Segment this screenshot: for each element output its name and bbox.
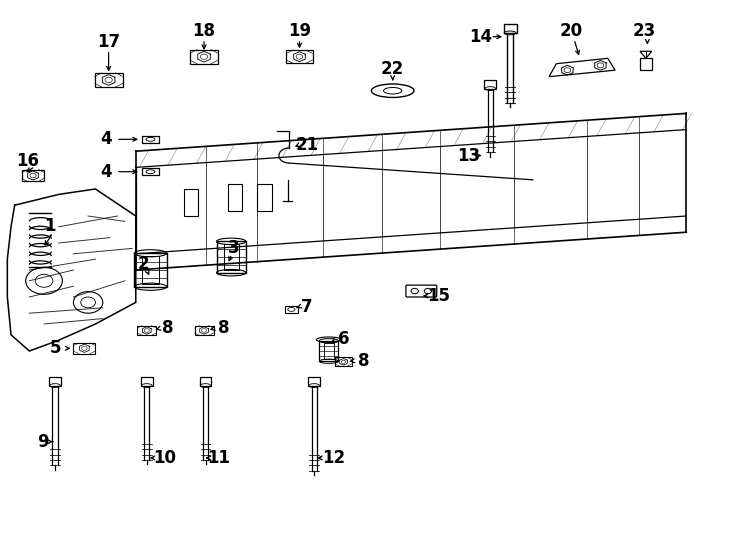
- Text: 23: 23: [633, 22, 656, 40]
- Bar: [142, 136, 159, 143]
- Text: 8: 8: [161, 319, 173, 338]
- Bar: [484, 80, 496, 89]
- Text: 22: 22: [381, 60, 404, 78]
- Text: 13: 13: [457, 146, 480, 165]
- Bar: [184, 189, 198, 216]
- Text: 8: 8: [357, 352, 369, 370]
- Text: 19: 19: [288, 22, 311, 40]
- Bar: [224, 244, 239, 270]
- Text: 20: 20: [559, 22, 583, 40]
- Text: 16: 16: [16, 152, 40, 170]
- Bar: [142, 168, 159, 175]
- Bar: [217, 241, 246, 273]
- Bar: [308, 377, 320, 386]
- Text: 4: 4: [101, 163, 112, 181]
- Bar: [134, 253, 167, 287]
- Bar: [286, 50, 313, 63]
- Text: 2: 2: [137, 254, 149, 273]
- Text: 14: 14: [469, 28, 493, 46]
- Bar: [141, 377, 153, 386]
- Bar: [142, 256, 159, 284]
- Bar: [257, 184, 272, 211]
- Text: 3: 3: [228, 239, 239, 258]
- Text: 6: 6: [338, 330, 349, 348]
- Text: 8: 8: [218, 319, 230, 338]
- Text: 10: 10: [153, 449, 177, 467]
- Text: 21: 21: [295, 136, 319, 154]
- Bar: [137, 326, 156, 335]
- Bar: [200, 377, 211, 386]
- Bar: [73, 343, 95, 354]
- Bar: [95, 73, 123, 87]
- Bar: [319, 341, 338, 361]
- Bar: [22, 170, 44, 181]
- Bar: [190, 50, 218, 64]
- Text: 12: 12: [322, 449, 346, 467]
- Bar: [285, 306, 298, 313]
- Bar: [49, 377, 61, 386]
- Bar: [640, 58, 652, 70]
- Text: 11: 11: [207, 449, 230, 467]
- Text: 17: 17: [97, 33, 120, 51]
- Text: 18: 18: [192, 22, 216, 40]
- Bar: [228, 184, 242, 211]
- Text: 4: 4: [101, 130, 112, 148]
- Bar: [504, 24, 517, 33]
- Text: 1: 1: [44, 217, 56, 235]
- Text: 9: 9: [37, 433, 48, 451]
- Text: 15: 15: [427, 287, 451, 305]
- Bar: [195, 326, 214, 335]
- Bar: [335, 357, 352, 366]
- Text: 7: 7: [301, 298, 313, 316]
- Text: 5: 5: [49, 339, 61, 357]
- Bar: [324, 343, 333, 359]
